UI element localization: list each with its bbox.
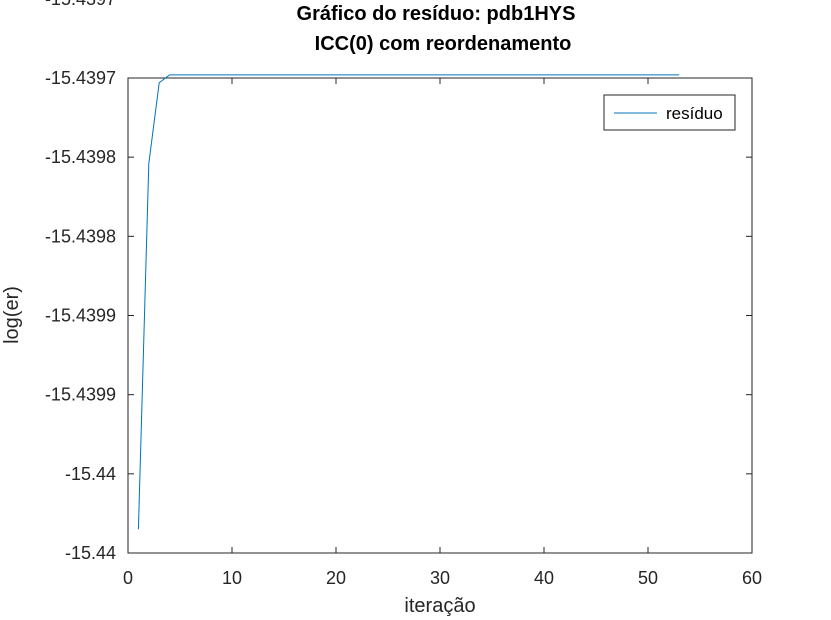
x-tick-label: 20 — [326, 568, 346, 588]
x-tick-label: 30 — [430, 568, 450, 588]
x-tick-label: 40 — [534, 568, 554, 588]
y-tick-label: -15.4398 — [45, 226, 116, 246]
legend-label: resíduo — [666, 104, 723, 123]
y-axis: -15.44 -15.44 -15.4399 -15.4399 -15.4398 -15.… — [45, 0, 752, 563]
y-tick-label: -15.4397 — [45, 0, 116, 9]
series-line — [137, 74, 680, 530]
x-tick-label: 10 — [222, 568, 242, 588]
y-tick-label: -15.4399 — [45, 306, 116, 326]
x-axis: 0 10 20 30 40 50 60 — [123, 78, 762, 588]
y-axis-label: log(er) — [1, 286, 23, 344]
x-tick-label: 60 — [742, 568, 762, 588]
x-tick-label: 0 — [123, 568, 133, 588]
x-tick-label: 50 — [638, 568, 658, 588]
chart-title: Gráfico do resíduo: pdb1HYS — [297, 3, 576, 25]
y-tick-label: -15.44 — [65, 464, 116, 484]
chart-subtitle: ICC(0) com reordenamento — [315, 33, 572, 55]
x-axis-label: iteração — [404, 595, 475, 617]
y-tick-label: -15.4397 — [45, 68, 116, 88]
y-tick-label: -15.44 — [65, 543, 116, 563]
legend: resíduo — [603, 94, 736, 131]
y-tick-label: -15.4398 — [45, 147, 116, 167]
plot-area — [127, 77, 753, 554]
y-tick-label: -15.4399 — [45, 385, 116, 405]
series-layer — [137, 74, 680, 530]
